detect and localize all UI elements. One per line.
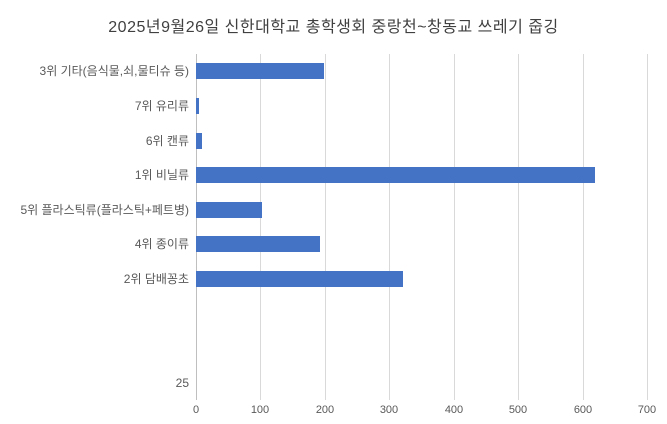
plot-area [196, 54, 648, 400]
bar-series1-row-2 [196, 132, 202, 149]
x-tick-label-400: 400 [444, 404, 464, 416]
x-tick-label-600: 600 [573, 404, 593, 416]
gridline-x-200 [325, 54, 326, 400]
axis-zero-line [196, 54, 197, 400]
gridline-x-400 [454, 54, 455, 400]
category-label-row-5: 4위 종이류 [134, 237, 189, 251]
gridline-x-600 [583, 54, 584, 400]
x-tick-label-700: 700 [637, 404, 657, 416]
category-label-row-3: 1위 비닐류 [134, 168, 189, 182]
category-label-row-0: 3위 기타(음식물,쇠,물티슈 등) [39, 64, 189, 78]
bar-series1-row-3 [196, 167, 595, 184]
x-tick-label-500: 500 [508, 404, 528, 416]
gridline-x-700 [647, 54, 648, 400]
gridline-x-300 [389, 54, 390, 400]
bar-series1-row-4 [196, 201, 262, 218]
bar-series1-row-1 [196, 97, 199, 114]
category-label-row-4: 5위 플라스틱류(플라스틱+페트병) [20, 203, 189, 217]
gridline-x-500 [518, 54, 519, 400]
bar-series1-row-5 [196, 236, 320, 253]
category-label-row-9: 25 [175, 376, 189, 390]
chart-title: 2025년9월26일 신한대학교 총학생회 중랑천~창동교 쓰레기 줍깅 [108, 19, 559, 36]
x-tick-label-300: 300 [379, 404, 399, 416]
bar-series1-row-6 [196, 270, 403, 287]
x-tick-label-100: 100 [250, 404, 270, 416]
x-tick-label-200: 200 [315, 404, 335, 416]
bar-series1-row-0 [196, 63, 324, 80]
category-label-row-2: 6위 캔류 [145, 134, 189, 148]
category-label-row-1: 7위 유리류 [134, 99, 189, 113]
gridline-x-100 [260, 54, 261, 400]
category-label-row-6: 2위 담배꽁초 [123, 272, 189, 286]
x-tick-label-0: 0 [192, 404, 200, 416]
